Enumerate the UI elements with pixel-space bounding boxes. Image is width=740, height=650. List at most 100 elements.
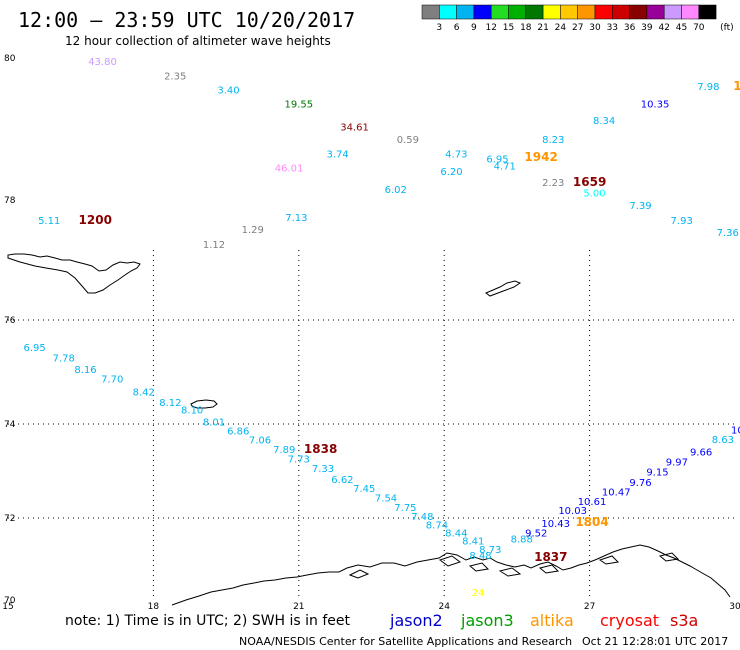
wave-height-value: 7.45: [353, 484, 375, 495]
legend-swatch: [663, 4, 682, 20]
wave-height-value: 6.95: [24, 343, 46, 354]
wave-height-value: 8.16: [74, 365, 96, 376]
wave-height-value: 8.10: [181, 406, 203, 417]
wave-height-value: 10.61: [578, 497, 607, 508]
legend-tick-label: 24: [555, 23, 567, 33]
legend-tick-label: 12: [485, 23, 496, 33]
footer-note: note: 1) Time is in UTC; 2) SWH is in fe…: [65, 613, 351, 629]
kong-karls-land-coast: [485, 280, 522, 297]
legend-swatch: [508, 4, 527, 20]
legend-tick-label: 45: [676, 23, 687, 33]
legend-swatch: [473, 4, 492, 20]
wave-height-value: 6.95: [486, 154, 508, 165]
legend-tick-label: 18: [520, 23, 532, 33]
lat-label: 76: [4, 316, 16, 326]
wave-height-value: 8.73: [479, 545, 501, 556]
wave-height-value: 10.47: [602, 487, 631, 498]
wave-height-value: 8.23: [542, 135, 564, 146]
lat-label: 74: [4, 420, 16, 430]
graticule: [8, 250, 735, 600]
lon-label: 18: [148, 602, 160, 612]
wave-height-value: 10.43: [541, 519, 570, 530]
wave-height-value: 7.78: [53, 354, 75, 365]
wave-height-value: 7.39: [629, 201, 651, 212]
wave-height-value: 9.52: [525, 528, 547, 539]
svalbard-coast: [7, 253, 141, 294]
wave-height-value: 19.55: [284, 100, 313, 111]
pass-time-label: 1: [733, 79, 740, 93]
coastlines: [7, 253, 731, 606]
wave-height-value: 8.48: [469, 551, 491, 562]
legend-swatch: [681, 4, 700, 20]
legend-swatch: [490, 4, 509, 20]
footer-credit: NOAA/NESDIS Center for Satellite Applica…: [239, 635, 572, 648]
wave-height-value: 6.62: [331, 475, 353, 486]
wave-height-value: 4.73: [445, 149, 467, 160]
legend-tick-label: 33: [607, 23, 618, 33]
wave-height-value: 9.97: [666, 457, 688, 468]
wave-height-value: 43.80: [88, 57, 117, 68]
legend-swatch: [646, 4, 665, 20]
pass-time-label: 1659: [573, 175, 606, 189]
wave-height-value: 7.13: [285, 213, 307, 224]
lon-label: 27: [584, 602, 595, 612]
wave-height-value: 7.73: [288, 455, 310, 466]
wave-height-value: 4.71: [494, 161, 516, 172]
wave-height-value: 34.61: [340, 122, 369, 133]
mission-name-s3a: s3a: [670, 611, 698, 630]
wave-height-value: 8.88: [511, 535, 533, 546]
pass-time-label: 1942: [524, 150, 557, 164]
legend-tick-label: 15: [503, 23, 514, 33]
wave-height-value: 8.74: [426, 520, 448, 531]
wave-height-value: 6.02: [385, 185, 407, 196]
legend-tick-label: 6: [454, 23, 460, 33]
legend-tick-label: 27: [572, 23, 583, 33]
wave-height-value: 7.54: [375, 494, 397, 505]
color-legend: 3 6 9 12 15 18 21 24 27 30 33 36 39 42 45 70 (ft): [421, 4, 734, 33]
page-subtitle: 12 hour collection of altimeter wave hei…: [65, 34, 331, 48]
legend-tick-label: 70: [693, 23, 705, 33]
wave-height-value: 2.35: [164, 71, 186, 82]
lat-label: 70: [4, 596, 16, 606]
legend-tick-label: 3: [436, 23, 442, 33]
legend-swatch: [577, 4, 596, 20]
wave-height-value: 7.98: [697, 82, 719, 93]
wave-height-value: 46.01: [275, 164, 304, 175]
lon-label: 15: [2, 602, 13, 612]
legend-swatch: [698, 4, 717, 20]
wave-height-value: 8.42: [133, 387, 155, 398]
legend-tick-label: 21: [537, 23, 548, 33]
pass-time-label: 1838: [304, 442, 337, 456]
coast-islands: [348, 552, 680, 579]
wave-height-value: 2.23: [542, 178, 564, 189]
wave-height-value: 6.20: [440, 167, 462, 178]
legend-unit: (ft): [720, 23, 734, 33]
lon-label: 21: [293, 602, 304, 612]
wave-height-value: 8.01: [203, 417, 225, 428]
wave-height-value: 3.74: [326, 149, 348, 160]
wave-height-value: 8.34: [593, 116, 615, 127]
legend-tick-label: 42: [658, 23, 669, 33]
pass-time-label: 1837: [534, 550, 567, 564]
mission-name-altika: altika: [530, 611, 574, 630]
wave-height-value: 3.40: [217, 86, 239, 97]
wave-height-value: 7.89: [273, 445, 295, 456]
lat-label: 72: [4, 514, 15, 524]
wave-height-value: 5.11: [38, 216, 60, 227]
legend-swatch: [612, 4, 630, 20]
wave-height-value: 5.00: [583, 188, 605, 199]
legend-swatch: [525, 4, 544, 20]
pass-time-label: 1804: [575, 515, 608, 529]
wave-height-value: 10: [731, 425, 740, 436]
legend-tick-label: 30: [589, 23, 601, 33]
mission-name-jason2: jason2: [389, 611, 443, 630]
wave-height-value: 8.12: [159, 398, 181, 409]
legend-swatch: [421, 4, 440, 20]
bear-island-coast: [190, 399, 218, 409]
wave-height-value: 6.86: [227, 426, 249, 437]
wave-height-value: 7.33: [312, 464, 334, 475]
mission-legend: jason2 jason3 altika cryosat s3a: [389, 611, 698, 630]
